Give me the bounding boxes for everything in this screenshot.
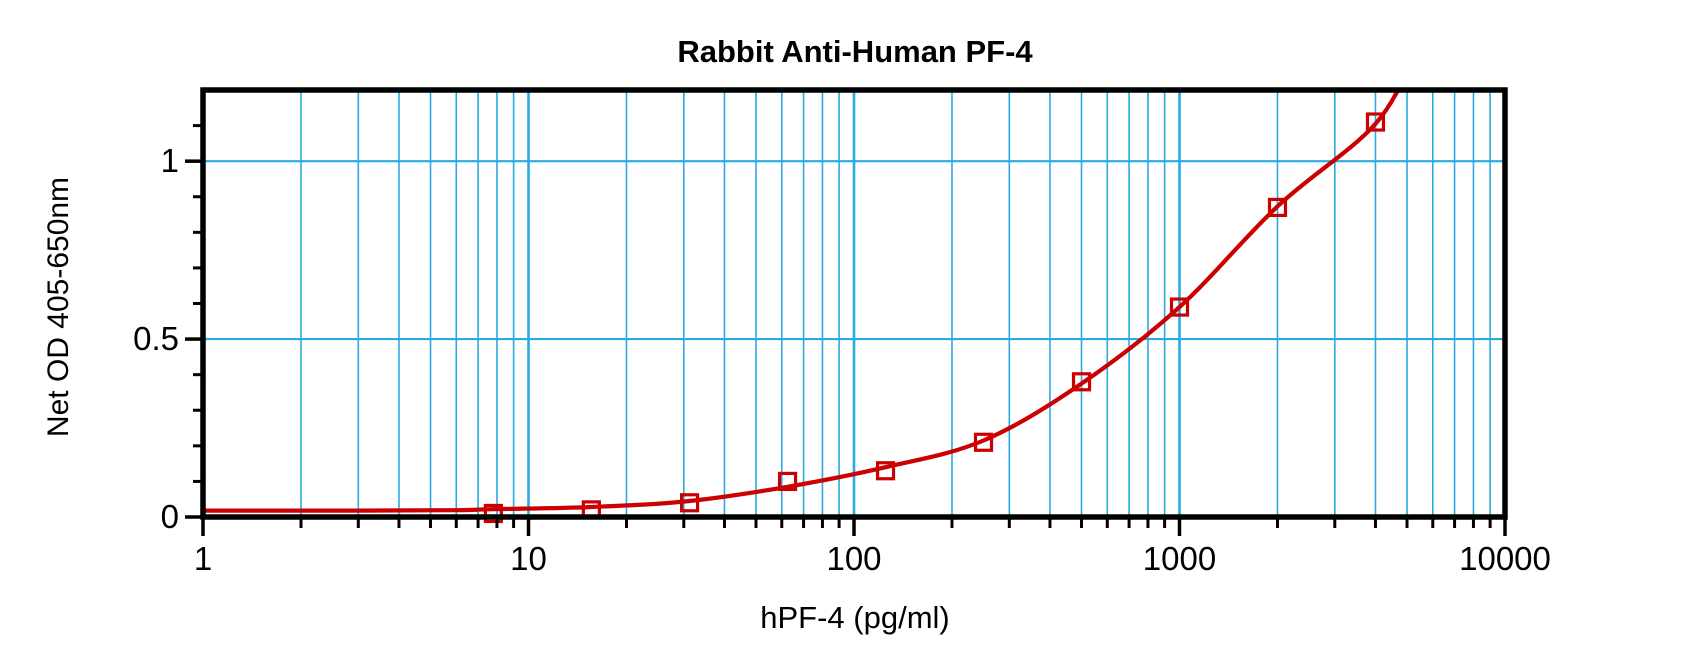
- x-tick-label: 10000: [1459, 540, 1551, 577]
- data-point-marker: [777, 471, 798, 492]
- x-axis-title: hPF-4 (pg/ml): [760, 600, 950, 635]
- y-tick-label: 1: [161, 142, 179, 179]
- y-axis-title: Net OD 405-650nm: [42, 176, 75, 438]
- plot-border: [200, 87, 1508, 520]
- y-tick-label: 0: [161, 498, 179, 535]
- x-tick-label: 1: [194, 540, 212, 577]
- data-point-marker: [1267, 197, 1288, 218]
- data-point-marker: [973, 432, 994, 452]
- data-point-marker: [1071, 372, 1092, 392]
- x-tick-label: 1000: [1143, 540, 1216, 577]
- y-tick-label: 0.5: [133, 320, 179, 357]
- data-point-marker: [483, 503, 503, 524]
- data-point-marker: [1169, 297, 1190, 317]
- data-point-marker: [875, 461, 896, 481]
- data-point-marker: [679, 493, 700, 513]
- data-point-marker: [1365, 112, 1386, 132]
- x-tick-label: 10: [510, 540, 547, 577]
- x-tick-label: 100: [826, 540, 881, 577]
- standard-curve: [203, 90, 1401, 513]
- chart-title: Rabbit Anti-Human PF-4: [677, 34, 1033, 69]
